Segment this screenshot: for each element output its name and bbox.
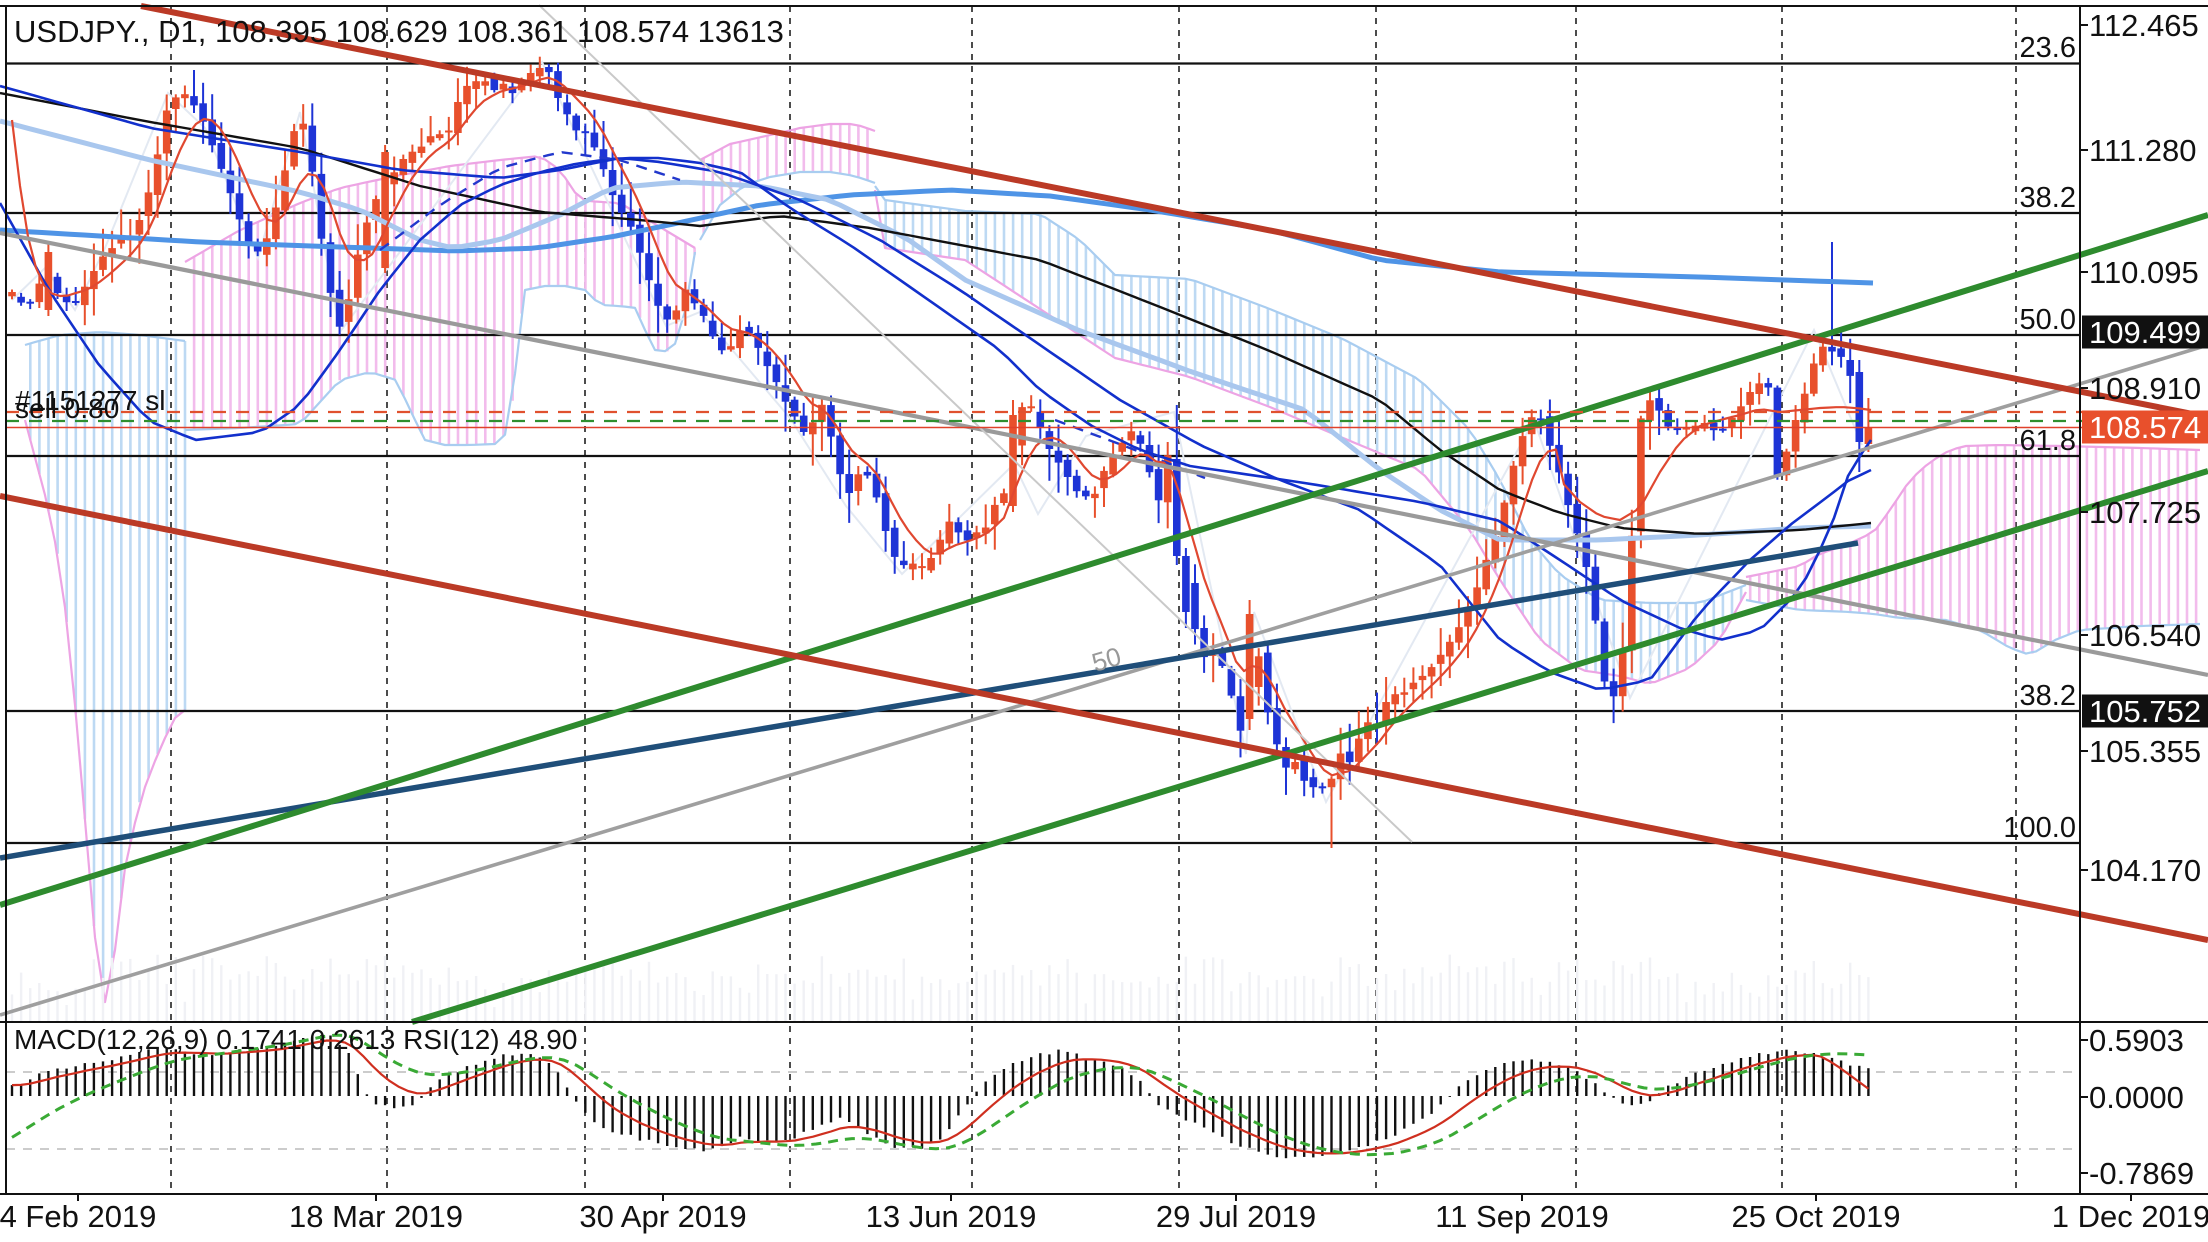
svg-text:104.170: 104.170 (2089, 853, 2201, 888)
svg-text:-0.7869: -0.7869 (2089, 1156, 2194, 1191)
svg-text:13 Jun 2019: 13 Jun 2019 (866, 1199, 1037, 1234)
svg-text:107.725: 107.725 (2089, 495, 2201, 530)
svg-text:38.2: 38.2 (2020, 182, 2076, 214)
svg-text:MACD(12,26,9) 0.1741 0.2613 RS: MACD(12,26,9) 0.1741 0.2613 RSI(12) 48.9… (14, 1024, 577, 1055)
svg-text:105.752: 105.752 (2089, 694, 2201, 729)
svg-text:29 Jul 2019: 29 Jul 2019 (1156, 1199, 1316, 1234)
svg-text:sell 0.80: sell 0.80 (15, 393, 119, 424)
svg-text:4 Feb 2019: 4 Feb 2019 (0, 1199, 156, 1234)
svg-text:50.0: 50.0 (2020, 304, 2076, 336)
svg-text:108.910: 108.910 (2089, 371, 2201, 406)
svg-text:106.540: 106.540 (2089, 618, 2201, 653)
svg-text:11 Sep 2019: 11 Sep 2019 (1435, 1199, 1609, 1234)
svg-text:30 Apr 2019: 30 Apr 2019 (579, 1199, 746, 1234)
svg-text:111.280: 111.280 (2089, 133, 2196, 168)
svg-text:1 Dec 2019: 1 Dec 2019 (2052, 1199, 2208, 1234)
svg-text:25 Oct 2019: 25 Oct 2019 (1732, 1199, 1901, 1234)
svg-text:110.095: 110.095 (2089, 255, 2199, 290)
svg-text:18 Mar 2019: 18 Mar 2019 (289, 1199, 463, 1234)
svg-text:100.0: 100.0 (2003, 812, 2076, 844)
svg-text:105.355: 105.355 (2089, 734, 2201, 769)
svg-text:61.8: 61.8 (2020, 425, 2076, 457)
svg-text:109.499: 109.499 (2089, 315, 2201, 350)
svg-text:112.465: 112.465 (2089, 8, 2199, 43)
svg-text:0.0000: 0.0000 (2089, 1080, 2184, 1115)
svg-text:38.2: 38.2 (2020, 680, 2076, 712)
svg-text:USDJPY., D1, 108.395 108.629 1: USDJPY., D1, 108.395 108.629 108.361 108… (14, 14, 784, 49)
svg-text:108.574: 108.574 (2089, 410, 2201, 445)
svg-text:23.6: 23.6 (2020, 32, 2076, 64)
svg-text:#1151277 sl: #1151277 sl (15, 385, 166, 416)
svg-text:0.5903: 0.5903 (2089, 1023, 2184, 1058)
